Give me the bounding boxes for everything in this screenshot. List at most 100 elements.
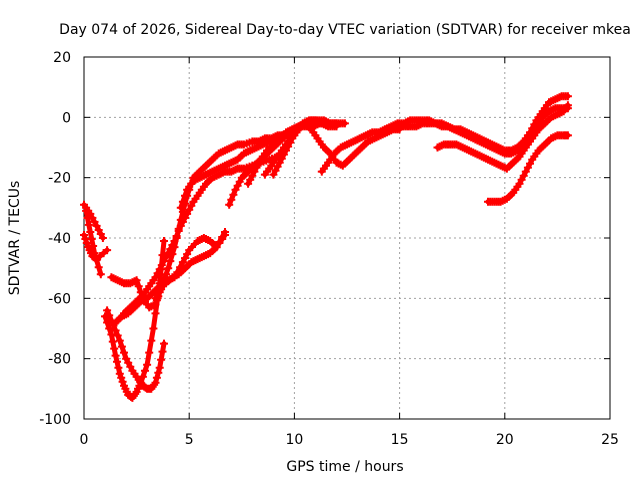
plot-frame bbox=[83, 56, 611, 420]
data-point-marker bbox=[151, 309, 160, 318]
series-arc-3 bbox=[80, 231, 112, 264]
data-point-marker bbox=[212, 243, 221, 252]
data-point-marker bbox=[519, 171, 528, 180]
data-point-marker bbox=[277, 154, 286, 163]
data-point-marker bbox=[152, 373, 161, 382]
data-point-marker bbox=[86, 228, 95, 236]
data-point-marker bbox=[174, 224, 183, 233]
data-point-marker bbox=[105, 311, 114, 320]
data-point-marker bbox=[563, 92, 572, 101]
data-point-marker bbox=[115, 369, 124, 378]
data-point-marker bbox=[149, 324, 158, 333]
data-point-marker bbox=[227, 195, 236, 204]
data-point-marker bbox=[229, 190, 238, 199]
data-point-marker bbox=[166, 257, 175, 266]
data-point-marker bbox=[84, 220, 93, 229]
y-axis-label: SDTVAR / TECUs bbox=[7, 181, 23, 296]
data-point-marker bbox=[157, 355, 166, 364]
chart-grid bbox=[84, 57, 610, 419]
data-point-marker bbox=[132, 276, 141, 285]
data-point-marker bbox=[145, 348, 154, 357]
y-tick-label: -40 bbox=[48, 231, 71, 247]
data-point-marker bbox=[80, 231, 88, 239]
data-point-marker bbox=[141, 366, 149, 375]
data-point-marker bbox=[147, 336, 156, 345]
x-tick-label: 20 bbox=[496, 432, 514, 448]
data-point-marker bbox=[110, 344, 119, 353]
data-point-marker bbox=[118, 377, 127, 386]
series-arc-16 bbox=[380, 104, 572, 158]
data-point-marker bbox=[105, 324, 114, 333]
data-point-marker bbox=[176, 203, 185, 212]
data-point-marker bbox=[160, 276, 168, 285]
data-point-marker bbox=[117, 373, 126, 382]
data-point-marker bbox=[103, 246, 112, 255]
data-point-marker bbox=[181, 191, 189, 200]
data-point-marker bbox=[178, 207, 187, 216]
data-point-marker bbox=[162, 270, 171, 279]
data-point-marker bbox=[563, 131, 572, 140]
data-point-marker bbox=[143, 360, 152, 369]
y-tick-label: -60 bbox=[48, 291, 71, 307]
data-point-marker bbox=[111, 351, 120, 360]
data-point-marker bbox=[168, 250, 177, 259]
x-tick-label: 5 bbox=[185, 432, 194, 448]
data-point-marker bbox=[221, 231, 229, 239]
data-point-marker bbox=[157, 282, 166, 291]
data-point-marker bbox=[172, 234, 181, 242]
data-point-marker bbox=[92, 221, 101, 230]
y-tick-label: 0 bbox=[62, 110, 71, 126]
series-arc-4 bbox=[101, 237, 168, 402]
data-point-marker bbox=[83, 213, 92, 222]
data-series bbox=[80, 92, 572, 402]
data-point-marker bbox=[82, 206, 91, 215]
x-tick-label: 15 bbox=[391, 432, 409, 448]
data-point-marker bbox=[134, 282, 143, 291]
y-tick-label: -100 bbox=[39, 412, 71, 428]
data-point-marker bbox=[151, 378, 160, 387]
data-point-marker bbox=[176, 215, 185, 224]
data-point-marker bbox=[120, 348, 128, 357]
data-point-marker bbox=[94, 263, 103, 272]
data-point-marker bbox=[178, 197, 187, 206]
chart-title: Day 074 of 2026, Sidereal Day-to-day VTE… bbox=[59, 22, 631, 38]
data-point-marker bbox=[98, 234, 107, 242]
data-point-marker bbox=[113, 331, 122, 340]
data-point-marker bbox=[340, 119, 349, 128]
data-point-marker bbox=[82, 239, 91, 247]
data-point-marker bbox=[114, 363, 123, 372]
data-point-marker bbox=[225, 200, 234, 209]
data-point-marker bbox=[155, 265, 164, 274]
data-point-marker bbox=[324, 122, 333, 131]
data-point-marker bbox=[117, 342, 126, 351]
y-tick-label: -80 bbox=[48, 352, 71, 368]
data-point-marker bbox=[170, 243, 179, 252]
data-point-marker bbox=[108, 337, 117, 346]
series-arc-17 bbox=[433, 101, 572, 173]
data-point-marker bbox=[96, 270, 105, 279]
y-tick-label: 20 bbox=[53, 50, 71, 66]
data-point-marker bbox=[111, 326, 120, 335]
data-point-marker bbox=[286, 138, 295, 147]
data-point-marker bbox=[81, 235, 90, 243]
data-point-marker bbox=[113, 357, 121, 366]
data-point-marker bbox=[160, 339, 168, 348]
x-tick-label: 0 bbox=[80, 432, 89, 448]
data-point-marker bbox=[332, 119, 341, 128]
data-point-marker bbox=[115, 336, 124, 345]
data-point-marker bbox=[154, 368, 163, 377]
series-arc-18 bbox=[484, 131, 572, 206]
data-point-marker bbox=[248, 171, 257, 180]
data-point-marker bbox=[160, 237, 168, 245]
data-point-marker bbox=[563, 101, 572, 110]
data-point-marker bbox=[164, 264, 173, 273]
data-point-marker bbox=[155, 363, 164, 372]
axis-ticks: 0 5 10 15 20 25 -100 -80 -60 -40 -20 0 20 bbox=[39, 50, 619, 448]
data-point-marker bbox=[158, 347, 167, 356]
x-tick-label: 25 bbox=[601, 432, 619, 448]
y-tick-label: -20 bbox=[48, 171, 71, 187]
x-axis-label: GPS time / hours bbox=[286, 459, 403, 475]
data-point-marker bbox=[103, 306, 112, 315]
x-tick-label: 10 bbox=[285, 432, 303, 448]
